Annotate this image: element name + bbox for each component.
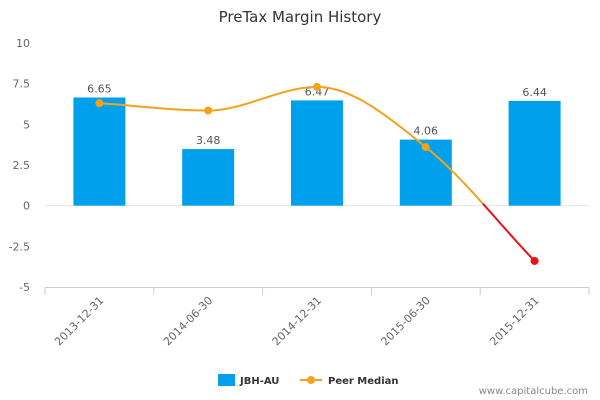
peer-median-point xyxy=(313,82,321,91)
legend-label-jbh: JBH-AU xyxy=(239,376,279,387)
y-tick-label: -2.5 xyxy=(9,240,30,253)
legend-swatch-jbh xyxy=(218,374,235,386)
x-axis: 2013-12-31 2014-06-30 2014-12-31 2015-06-30… xyxy=(44,287,590,348)
bar-data-labels: 6.65 3.48 6.47 4.06 6.44 xyxy=(87,82,547,147)
bar-data-label: 6.65 xyxy=(87,82,112,95)
x-tick-label: 2015-06-30 xyxy=(379,294,433,348)
y-axis: 10 7.5 5 2.5 0 -2.5 -5 xyxy=(9,37,30,294)
bar-data-label: 4.06 xyxy=(414,125,439,138)
bar-data-label: 6.44 xyxy=(522,86,547,99)
x-tick-label: 2014-06-30 xyxy=(161,294,215,348)
peer-median-point xyxy=(95,99,104,108)
peer-median-line xyxy=(99,85,484,205)
x-tick-label: 2015-12-31 xyxy=(487,294,541,348)
peer-median-series xyxy=(95,82,539,265)
x-tick-label: 2014-12-31 xyxy=(270,294,324,348)
peer-median-point xyxy=(530,256,539,265)
y-tick-label: 7.5 xyxy=(13,78,31,91)
bar xyxy=(73,97,126,206)
watermark: www.capitalcube.com xyxy=(479,386,588,397)
bar xyxy=(182,149,235,206)
y-tick-label: 10 xyxy=(16,37,30,50)
chart-title: PreTax Margin History xyxy=(219,8,382,26)
legend-label-peer: Peer Median xyxy=(328,376,399,387)
y-tick-label: 2.5 xyxy=(13,159,31,172)
peer-median-line-negative xyxy=(482,203,536,262)
legend-marker-peer xyxy=(307,376,315,384)
bar-series xyxy=(73,97,561,206)
bar xyxy=(508,100,561,206)
bar-data-label: 3.48 xyxy=(196,134,221,147)
y-tick-label: -5 xyxy=(19,281,30,294)
bar-data-label: 6.47 xyxy=(305,85,330,98)
bar xyxy=(291,100,343,206)
y-tick-label: 0 xyxy=(23,200,30,213)
peer-median-point xyxy=(204,106,213,115)
legend: JBH-AU Peer Median xyxy=(218,374,399,387)
peer-median-point xyxy=(421,143,430,152)
x-tick-label: 2013-12-31 xyxy=(52,294,106,348)
y-tick-label: 5 xyxy=(23,118,30,131)
